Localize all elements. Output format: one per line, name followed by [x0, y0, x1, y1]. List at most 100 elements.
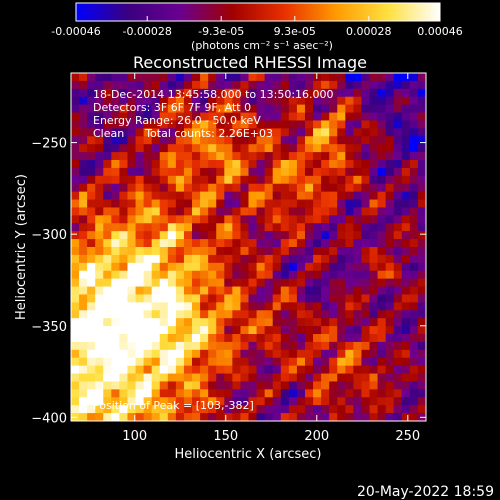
heatmap-cell	[232, 239, 242, 248]
heatmap-cell	[321, 207, 330, 216]
heatmap-cell	[296, 326, 306, 335]
heatmap-cell	[353, 357, 363, 367]
heatmap-cell	[337, 270, 346, 280]
heatmap-cell	[377, 381, 387, 390]
heatmap-cell	[87, 365, 96, 375]
heatmap-cell	[183, 341, 193, 351]
heatmap-cell	[183, 397, 193, 406]
y-tick-label: −350	[31, 320, 67, 335]
heatmap-cell	[288, 286, 298, 296]
heatmap-cell	[232, 262, 242, 272]
heatmap-cell	[369, 278, 379, 288]
heatmap-cell	[240, 144, 250, 153]
heatmap-cell	[280, 373, 290, 383]
heatmap-cell	[167, 73, 177, 82]
heatmap-cell	[288, 239, 298, 248]
heatmap-cell	[232, 326, 242, 335]
heatmap-cell	[224, 413, 233, 421]
heatmap-cell	[337, 254, 346, 264]
heatmap-cell	[175, 152, 185, 161]
heatmap-cell	[353, 334, 363, 343]
heatmap-cell	[401, 341, 411, 351]
heatmap-cell	[240, 167, 250, 177]
heatmap-cell	[280, 88, 290, 98]
heatmap-cell	[264, 357, 274, 367]
heatmap-cell	[353, 397, 363, 406]
heatmap-cell	[183, 239, 193, 248]
heatmap-cell	[248, 262, 258, 272]
heatmap-cell	[393, 278, 403, 288]
heatmap-cell	[256, 80, 266, 90]
heatmap-cell	[95, 302, 104, 311]
heatmap-cell	[71, 349, 80, 359]
heatmap-cell	[409, 167, 419, 177]
heatmap-cell	[272, 175, 282, 185]
heatmap-cell	[248, 128, 258, 137]
heatmap-cell	[87, 144, 96, 153]
heatmap-cell	[353, 88, 363, 98]
heatmap-cell	[264, 183, 274, 193]
heatmap-cell	[127, 270, 137, 280]
heatmap-cell	[248, 175, 258, 185]
heatmap-cell	[119, 80, 129, 90]
heatmap-cell	[224, 278, 233, 288]
heatmap-cell	[167, 160, 177, 169]
heatmap-cell	[119, 175, 129, 185]
heatmap-cell	[337, 365, 346, 375]
heatmap-cell	[87, 341, 96, 351]
heatmap-cell	[361, 278, 371, 288]
heatmap-cell	[288, 128, 298, 137]
heatmap-cell	[385, 389, 395, 398]
heatmap-cell	[200, 207, 209, 216]
heatmap-cell	[401, 73, 411, 82]
heatmap-cell	[321, 326, 330, 335]
heatmap-cell	[288, 373, 298, 383]
heatmap-cell	[232, 136, 242, 145]
heatmap-cell	[337, 88, 346, 98]
heatmap-cell	[256, 318, 266, 327]
heatmap-cell	[345, 215, 354, 224]
heatmap-cell	[337, 262, 346, 272]
heatmap-cell	[385, 191, 395, 201]
heatmap-cell	[256, 278, 266, 288]
heatmap-cell	[321, 112, 330, 122]
heatmap-cell	[71, 357, 80, 367]
heatmap-cell	[296, 223, 306, 232]
heatmap-cell	[119, 144, 129, 153]
heatmap-cell	[361, 349, 371, 359]
heatmap-cell	[377, 88, 387, 98]
heatmap-cell	[224, 128, 233, 137]
heatmap-cell	[345, 183, 354, 193]
heatmap-cell	[95, 96, 104, 106]
heatmap-cell	[232, 302, 242, 311]
heatmap-cell	[79, 349, 88, 359]
heatmap-cell	[313, 144, 322, 153]
heatmap-cell	[304, 278, 314, 288]
heatmap-cell	[393, 231, 403, 240]
heatmap-cell	[135, 191, 145, 201]
heatmap-cell	[240, 112, 250, 122]
heatmap-cell	[409, 310, 419, 319]
heatmap-cell	[71, 326, 80, 335]
heatmap-cell	[127, 136, 137, 145]
heatmap-cell	[393, 349, 403, 359]
heatmap-cell	[329, 381, 338, 390]
heatmap-cell	[272, 191, 282, 201]
heatmap-cell	[264, 73, 274, 82]
heatmap-cell	[216, 310, 225, 319]
heatmap-cell	[127, 120, 137, 129]
heatmap-cell	[95, 318, 104, 327]
heatmap-cell	[175, 397, 185, 406]
heatmap-cell	[103, 112, 112, 122]
heatmap-cell	[79, 112, 88, 122]
heatmap-cell	[345, 128, 354, 137]
heatmap-cell	[288, 120, 298, 129]
heatmap-cell	[192, 239, 201, 248]
heatmap-cell	[135, 80, 145, 90]
heatmap-cell	[192, 104, 201, 114]
heatmap-cell	[79, 223, 88, 232]
heatmap-cell	[248, 413, 258, 421]
heatmap-cell	[79, 128, 88, 137]
heatmap-cell	[175, 104, 185, 114]
heatmap-cell	[143, 175, 153, 185]
